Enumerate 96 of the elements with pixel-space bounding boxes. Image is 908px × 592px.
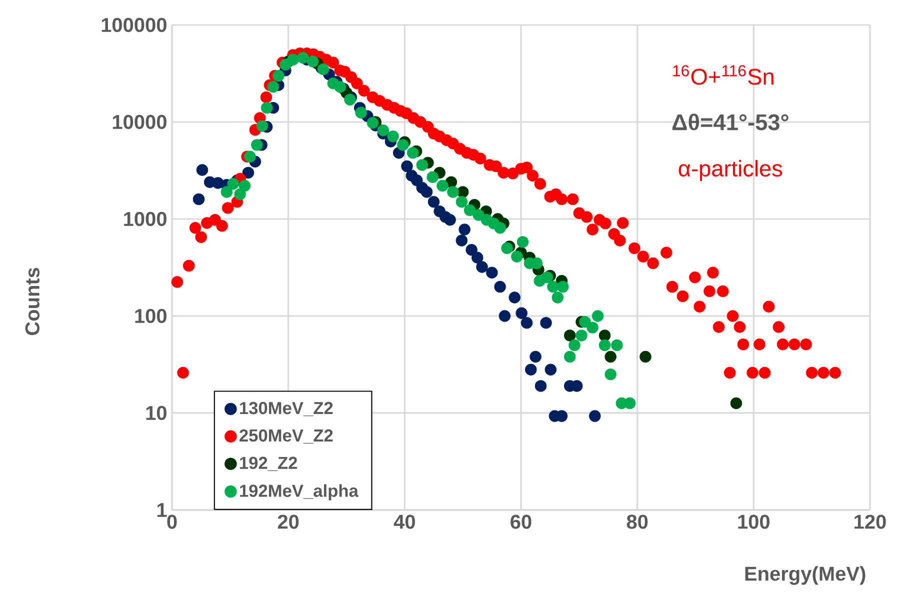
point xyxy=(287,54,299,66)
x-tick-label: 100 xyxy=(738,514,770,529)
point xyxy=(260,102,273,114)
point xyxy=(640,350,652,363)
point xyxy=(541,272,554,284)
point xyxy=(557,280,569,293)
x-tick-label: 40 xyxy=(394,514,415,529)
annotation: α-particles xyxy=(678,160,782,182)
point xyxy=(458,224,470,236)
legend-label: 192_Z2 xyxy=(240,456,298,472)
point xyxy=(516,236,529,248)
point xyxy=(589,410,601,422)
point xyxy=(598,339,611,352)
point xyxy=(508,292,520,304)
y-tick-label: 1000 xyxy=(124,212,166,226)
point xyxy=(494,222,506,234)
point xyxy=(344,94,356,106)
point xyxy=(476,261,488,273)
point xyxy=(730,397,742,410)
point xyxy=(428,196,440,208)
point xyxy=(238,180,251,192)
point xyxy=(547,280,559,293)
point xyxy=(306,56,319,68)
legend-label: 250MeV_Z2 xyxy=(240,429,333,444)
point xyxy=(540,316,552,329)
point xyxy=(552,292,564,304)
point xyxy=(520,316,533,329)
point xyxy=(406,147,419,159)
x-tick-label: 120 xyxy=(854,514,886,529)
point xyxy=(472,209,484,221)
point xyxy=(256,120,268,132)
point xyxy=(251,139,263,151)
y-tick-label: 100 xyxy=(135,308,166,324)
point xyxy=(220,186,233,198)
x-tick-label: 0 xyxy=(167,514,177,529)
point xyxy=(420,186,433,198)
point xyxy=(592,310,604,322)
point xyxy=(501,242,513,254)
point xyxy=(456,196,468,208)
point xyxy=(472,252,484,264)
point xyxy=(447,186,459,198)
point xyxy=(530,350,542,363)
point xyxy=(242,166,254,179)
legend-label: 130MeV_Z2 xyxy=(240,402,333,416)
point xyxy=(267,81,280,93)
legend-label: 192MeV_alpha xyxy=(240,484,359,500)
point xyxy=(576,330,588,342)
point xyxy=(355,106,367,118)
point xyxy=(568,339,580,352)
point xyxy=(604,350,616,363)
point xyxy=(511,250,523,262)
x-tick-label: 20 xyxy=(278,514,299,529)
annotation: $^{16}$O+$^{116}$Sn xyxy=(673,65,774,85)
y-tick-label: 10 xyxy=(146,406,166,420)
point xyxy=(377,124,390,136)
point xyxy=(534,380,547,392)
x-tick-label: 60 xyxy=(510,514,532,529)
point xyxy=(196,164,208,176)
point xyxy=(498,310,511,322)
point xyxy=(387,130,399,142)
point xyxy=(525,364,537,376)
point xyxy=(444,214,456,226)
annotation: Δθ=41°-53° xyxy=(672,114,788,130)
point xyxy=(366,116,379,129)
point xyxy=(516,307,528,320)
point xyxy=(466,244,478,256)
point xyxy=(334,81,346,93)
point xyxy=(297,52,309,64)
point xyxy=(494,280,506,293)
point xyxy=(426,171,438,184)
point xyxy=(564,350,576,363)
y-tick-label: 100000 xyxy=(102,18,166,32)
point xyxy=(464,204,476,216)
point xyxy=(416,159,428,171)
point xyxy=(486,266,498,278)
x-axis-title: Energy(MeV) xyxy=(745,566,866,585)
point xyxy=(544,364,557,376)
point xyxy=(227,178,239,190)
point xyxy=(436,180,448,192)
y-axis-title: Counts xyxy=(25,268,40,336)
point xyxy=(598,330,611,342)
x-tick-label: 80 xyxy=(626,514,648,529)
point xyxy=(192,193,205,206)
y-tick-label: 1 xyxy=(157,503,167,517)
point xyxy=(611,339,623,352)
y-tick-label: 10000 xyxy=(112,114,166,130)
point xyxy=(579,316,591,328)
point xyxy=(234,188,246,200)
point xyxy=(456,234,468,246)
point xyxy=(586,322,598,334)
point xyxy=(272,70,284,82)
point xyxy=(397,139,409,151)
point xyxy=(244,150,256,162)
point xyxy=(564,330,576,342)
point xyxy=(401,160,413,172)
point xyxy=(604,368,616,380)
